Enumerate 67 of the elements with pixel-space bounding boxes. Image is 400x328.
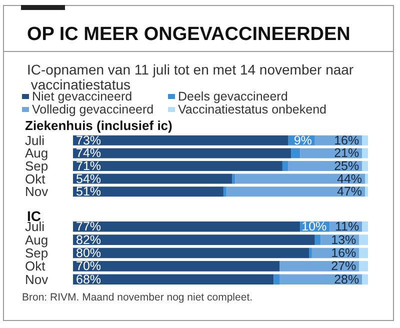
y-tick-label: Sep [25, 246, 48, 260]
data-label: 27% [331, 259, 356, 274]
data-label: 51% [76, 184, 102, 199]
data-label: 73% [76, 133, 102, 148]
data-label: 13% [331, 232, 356, 247]
bar [274, 274, 280, 285]
bar [73, 135, 288, 146]
bar [362, 148, 368, 158]
bar [362, 135, 368, 146]
bar [73, 161, 282, 171]
text: Ziekenhuis (inclusief ic) [25, 118, 172, 133]
legend-label: Niet gevaccineerd [32, 90, 132, 104]
bar [362, 161, 368, 171]
data-label: 10% [302, 220, 327, 234]
y-tick-label: Okt [25, 171, 46, 186]
y-tick-label: Nov [25, 272, 49, 287]
data-label: 82% [76, 232, 102, 247]
data-label: 47% [337, 184, 362, 199]
data-label: 54% [76, 172, 102, 186]
bar [223, 186, 226, 197]
bar [73, 174, 232, 184]
y-tick-label: Okt [25, 258, 46, 274]
data-label: 28% [334, 272, 360, 286]
chart-title: OP IC MEER ONGEVACCINEERDEN [27, 24, 350, 45]
bar [73, 148, 292, 158]
data-label: 80% [76, 246, 102, 260]
bar [73, 221, 300, 232]
bar [235, 174, 366, 184]
bar [365, 174, 368, 184]
bar [365, 186, 368, 197]
data-label: 68% [76, 272, 102, 286]
text: Bron: RIVM. Maand november nog niet compleet. [22, 292, 253, 304]
data-label: 74% [76, 146, 102, 160]
bar [280, 261, 360, 272]
bar [362, 221, 368, 232]
bar [73, 274, 274, 285]
y-tick-label: Aug [25, 146, 48, 161]
data-label: 9% [294, 133, 312, 148]
legend-label: Vaccinatiestatus onbekend [178, 102, 327, 116]
bar [359, 261, 368, 272]
bar [73, 234, 315, 245]
y-tick-label: Aug [25, 232, 48, 248]
legend-label: Volledig gevaccineerd [32, 102, 154, 116]
bar [309, 248, 312, 258]
bar [314, 234, 321, 245]
bar [73, 261, 280, 272]
data-label: 16% [334, 133, 360, 148]
bar [362, 274, 368, 285]
bar [359, 248, 368, 258]
chart-subtitle: IC-opnamen van 11 juli tot en met 14 november naar vaccinatiestatus [27, 62, 354, 92]
data-label: 77% [76, 220, 102, 234]
data-label: 70% [76, 259, 102, 274]
legend-label: Deels gevaccineerd [178, 90, 288, 104]
y-tick-label: Nov [25, 184, 49, 200]
data-label: 21% [334, 146, 360, 160]
bar [226, 186, 366, 197]
bar [359, 234, 368, 245]
y-tick-label: Juli [25, 132, 45, 148]
data-label: 25% [334, 159, 360, 173]
data-label: 44% [337, 172, 362, 186]
data-label: 16% [331, 246, 356, 260]
data-label: 11% [335, 220, 360, 234]
bar [291, 148, 300, 158]
bar [73, 186, 224, 197]
bar [282, 161, 288, 171]
bar [73, 248, 309, 258]
data-label: 71% [76, 159, 102, 173]
